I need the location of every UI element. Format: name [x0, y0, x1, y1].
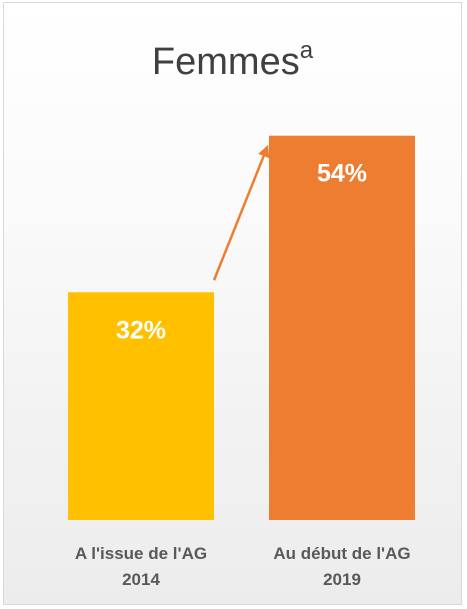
- growth-arrow-0: [212, 144, 270, 281]
- bar-0: [68, 292, 214, 520]
- chart-title-text: Femmes: [151, 41, 300, 83]
- chart-title-superscript: a: [299, 37, 314, 64]
- arrows-group: [212, 144, 270, 281]
- bars-group: [68, 135, 415, 520]
- category-label-1-0: Au début de l'AG: [273, 544, 410, 563]
- labels-group: 32% A l'issue de l'AG 2014 54% Au début de l…: [75, 160, 411, 589]
- bar-1: [269, 135, 415, 520]
- category-label-1-1: 2019: [323, 570, 361, 589]
- data-label-0: 32%: [116, 316, 166, 344]
- chart-title: Femmesa: [4, 37, 461, 84]
- category-label-0-0: A l'issue de l'AG: [75, 544, 207, 563]
- data-label-1: 54%: [317, 160, 367, 188]
- category-label-0-1: 2014: [122, 570, 160, 589]
